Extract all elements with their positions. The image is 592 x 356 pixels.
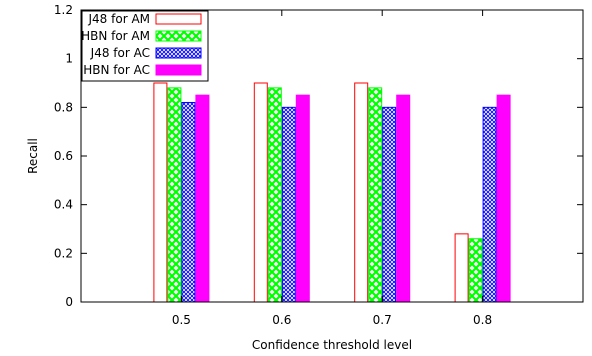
legend-label: J48 for AM: [88, 12, 151, 26]
x-tick-label: 0.8: [473, 313, 492, 327]
legend-swatch: [155, 13, 202, 25]
bars: [153, 82, 511, 303]
bar-3-0.7: [382, 106, 397, 303]
legend: J48 for AM HBN for AM J48 for AC HBN for AC: [81, 10, 209, 82]
y-tick-label: 1: [65, 52, 73, 66]
x-tick-label: 0.6: [272, 313, 291, 327]
legend-label: HBN for AM: [81, 29, 150, 43]
y-tick-label: 0.6: [54, 149, 73, 163]
x-tick-label: 0.7: [373, 313, 392, 327]
legend-swatch: [155, 30, 202, 42]
bar-1-0.6: [253, 82, 268, 303]
bar-3-0.5: [181, 101, 196, 303]
bar-4-0.5: [195, 94, 210, 303]
y-tick-label: 0.4: [54, 198, 73, 212]
bar-2-0.8: [468, 238, 483, 303]
y-tick-label: 0: [65, 295, 73, 309]
bar-1-0.8: [454, 233, 469, 303]
legend-label: HBN for AC: [83, 63, 150, 77]
axes: 0 0.2 0.4 0.6 0.8 1 1.2 0.5 0.6 0.7 0.8: [54, 3, 583, 327]
y-tick-label: 0.2: [54, 246, 73, 260]
x-axis-label: Confidence threshold level: [252, 338, 412, 352]
legend-swatch: [155, 64, 202, 76]
x-tick-label: 0.5: [172, 313, 191, 327]
bar-3-0.6: [281, 106, 296, 303]
bar-1-0.5: [153, 82, 168, 303]
y-tick-label: 0.8: [54, 100, 73, 114]
y-axis-label: Recall: [26, 138, 40, 174]
y-tick-label: 1.2: [54, 3, 73, 17]
bar-2-0.5: [167, 87, 182, 303]
bar-2-0.7: [368, 87, 383, 303]
bar-4-0.7: [396, 94, 411, 303]
legend-swatch: [155, 47, 202, 59]
bar-1-0.7: [354, 82, 369, 303]
legend-label: J48 for AC: [90, 46, 150, 60]
bar-4-0.6: [295, 94, 310, 303]
bar-4-0.8: [496, 94, 511, 303]
bar-2-0.6: [267, 87, 282, 303]
bar-3-0.8: [482, 106, 497, 303]
